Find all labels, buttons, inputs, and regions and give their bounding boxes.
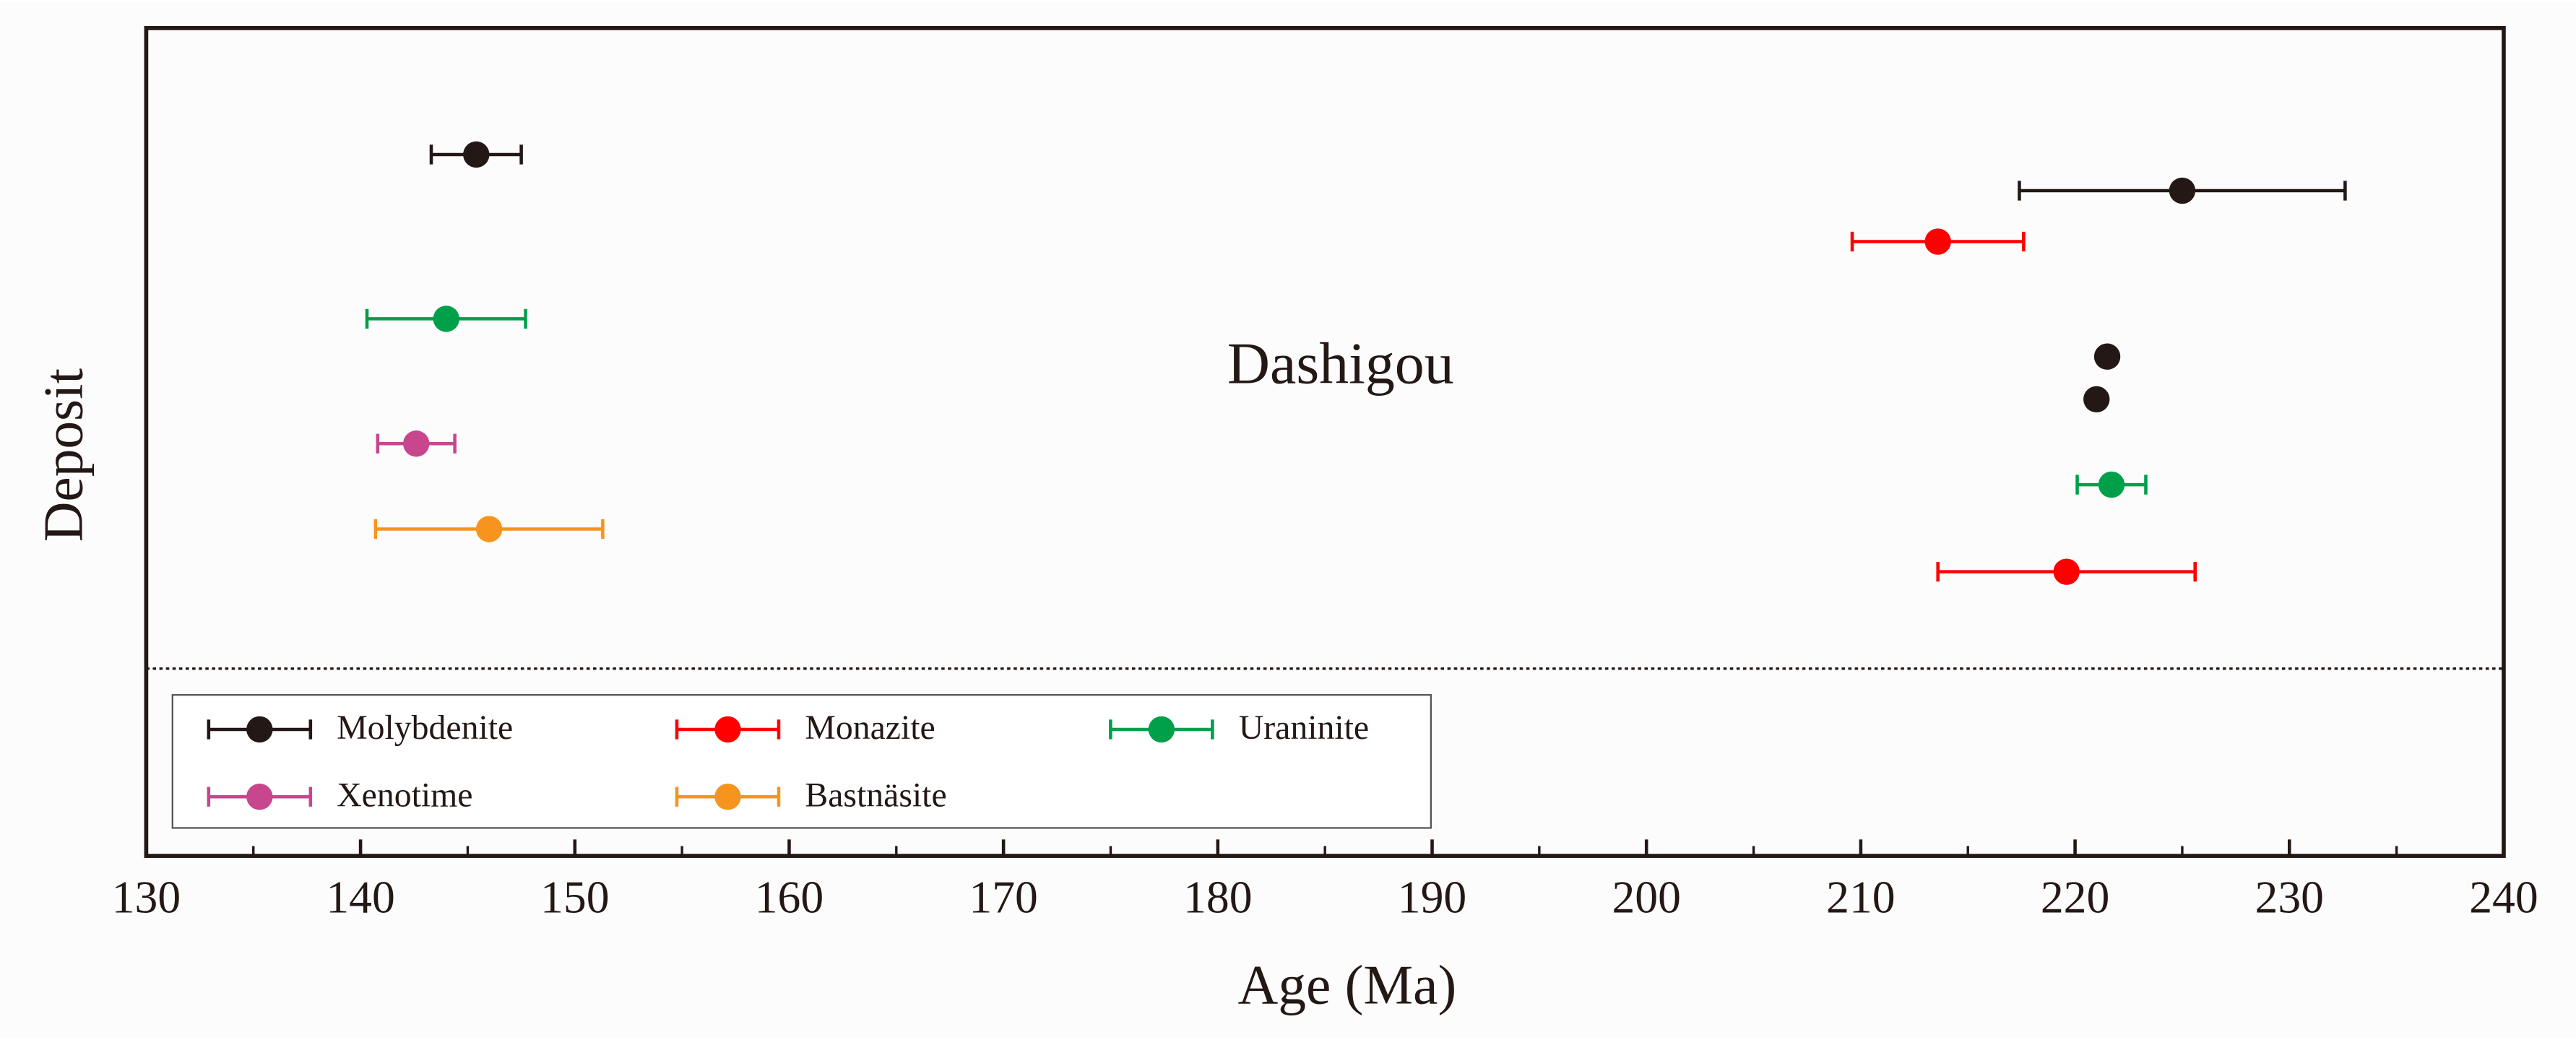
x-tick-label: 150 [540, 871, 609, 922]
point [1924, 228, 1951, 255]
legend-label: Uraninite [1239, 708, 1369, 747]
x-tick-label: 200 [1612, 871, 1680, 922]
x-tick-label: 180 [1183, 871, 1252, 922]
point [2083, 386, 2110, 413]
point [403, 430, 430, 457]
point [475, 516, 503, 542]
x-tick-label: 140 [326, 871, 394, 922]
x-tick-label: 210 [1826, 871, 1895, 922]
annotation: Dashigou [1227, 331, 1454, 396]
point [433, 306, 459, 332]
x-axis-label: Age (Ma) [1238, 953, 1457, 1015]
legend-label: Monazite [805, 708, 935, 747]
legend-label: Bastnäsite [805, 776, 946, 814]
point [2053, 558, 2080, 585]
point [2093, 343, 2121, 370]
legend-marker [246, 784, 273, 810]
point [2169, 177, 2196, 204]
legend-marker [714, 716, 741, 743]
x-tick-label: 130 [112, 871, 181, 922]
x-tick-label: 190 [1398, 871, 1466, 922]
legend-marker [714, 784, 741, 810]
x-tick-label: 230 [2255, 871, 2324, 922]
y-axis-label: Deposit [32, 368, 94, 542]
point [2098, 471, 2125, 498]
point [463, 141, 490, 168]
legend-marker [246, 716, 273, 743]
legend-marker [1148, 716, 1175, 743]
x-tick-label: 220 [2041, 871, 2109, 922]
legend-label: Molybdenite [337, 708, 513, 747]
legend-box [171, 694, 1432, 829]
x-tick-label: 240 [2469, 871, 2538, 922]
x-tick-label: 160 [755, 871, 824, 922]
legend-label: Xenotime [337, 776, 472, 814]
x-tick-label: 170 [969, 871, 1037, 922]
